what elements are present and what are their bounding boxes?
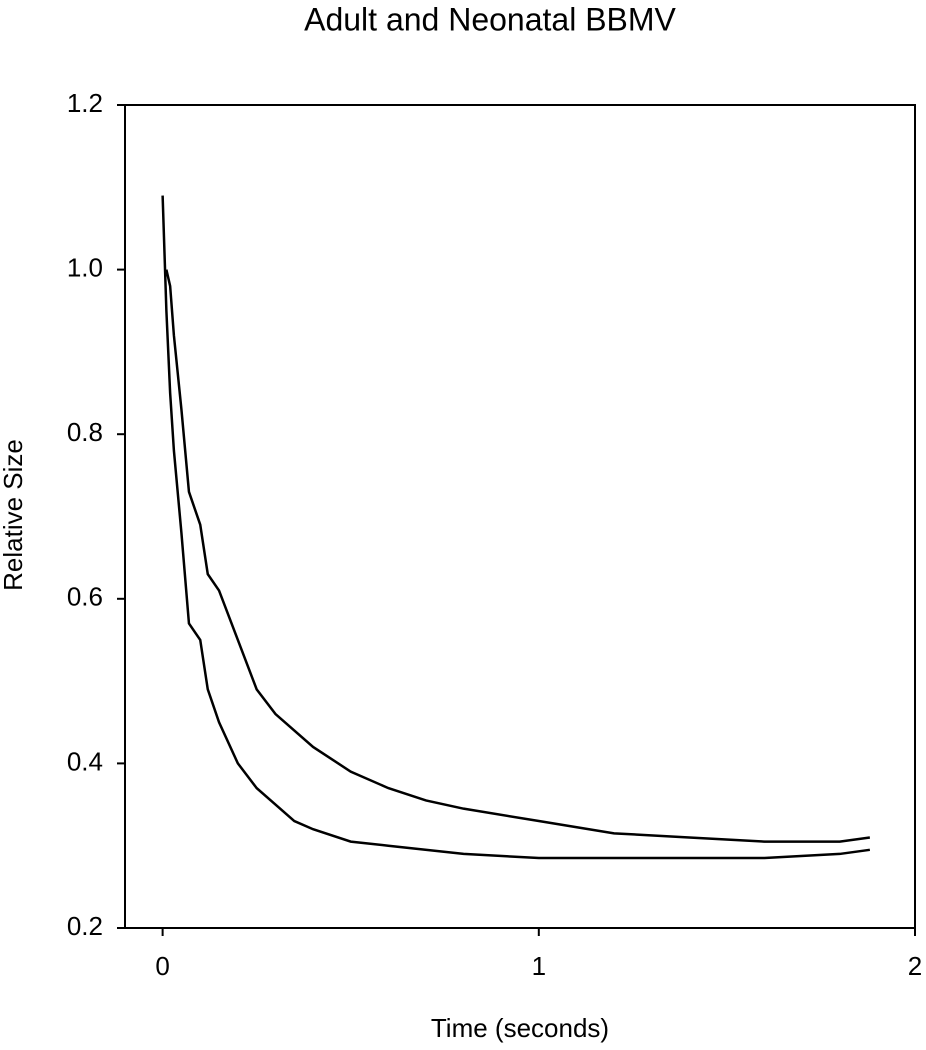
y-tick-label: 0.6 — [67, 582, 103, 612]
x-axis-label: Time (seconds) — [431, 1013, 609, 1043]
data-line — [165, 269, 871, 843]
data-line — [161, 195, 871, 860]
y-tick-label: 1.0 — [67, 252, 103, 282]
x-tick-label: 2 — [908, 951, 922, 981]
y-tick-label: 0.4 — [67, 746, 103, 776]
x-tick-label: 1 — [532, 951, 546, 981]
plot-frame — [124, 104, 916, 929]
x-tick-label: 0 — [155, 951, 169, 981]
y-tick-label: 0.2 — [67, 911, 103, 941]
y-axis-label: Relative Size — [0, 439, 28, 591]
chart-title: Adult and Neonatal BBMV — [304, 1, 676, 37]
y-tick-label: 0.8 — [67, 417, 103, 447]
y-tick-label: 1.2 — [67, 88, 103, 118]
